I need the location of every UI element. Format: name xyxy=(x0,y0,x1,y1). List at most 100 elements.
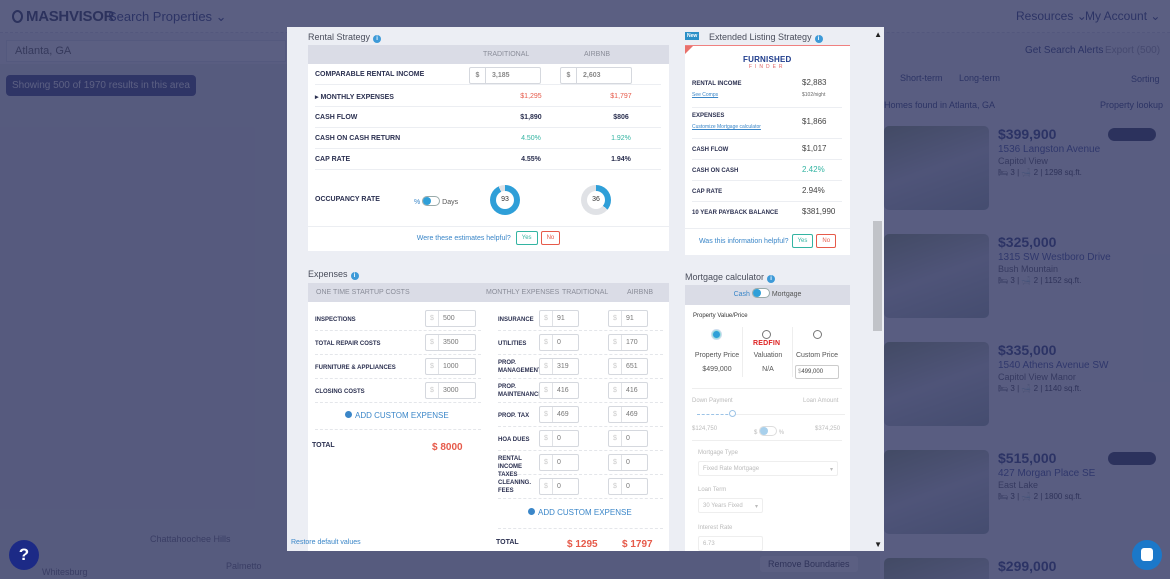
row-monthly-expenses[interactable]: ▸ MONTHLY EXPENSES $1,295 $1,797 xyxy=(315,86,661,107)
hoa-airbnb-input[interactable]: $0 xyxy=(608,430,648,447)
property-price-radio[interactable] xyxy=(712,330,721,339)
dollar-icon: $ xyxy=(540,455,553,470)
add-startup-expense-button[interactable]: ADD CUSTOM EXPENSE xyxy=(345,411,449,420)
prop-tax-airbnb-input[interactable]: $469 xyxy=(608,406,648,423)
custom-price-radio[interactable] xyxy=(813,330,822,339)
monthly-row-cleaning: CLEANING. FEES $0 $0 xyxy=(498,475,663,499)
row-cash-flow: CASH FLOW $1,890 $806 xyxy=(315,107,661,128)
info-icon[interactable]: i xyxy=(767,275,776,283)
info-icon[interactable]: i xyxy=(814,35,823,43)
row-label: PROP. TAX xyxy=(498,413,530,419)
repair-costs-input[interactable]: $3500 xyxy=(425,334,476,351)
row-label: PROP. MAINTENANCE xyxy=(498,384,543,398)
property-price-value: $499,000 xyxy=(702,366,732,373)
input-value: 3,185 xyxy=(492,72,510,79)
toggle-left-label: $ xyxy=(754,430,758,436)
down-payment-slider-handle[interactable] xyxy=(729,410,736,417)
input-value: 416 xyxy=(626,387,638,394)
chat-icon xyxy=(1141,548,1153,561)
down-payment-slider-track[interactable] xyxy=(733,414,845,415)
utilities-airbnb-input[interactable]: $170 xyxy=(608,334,648,351)
expenses-title-text: Expenses xyxy=(308,269,348,279)
prop-tax-traditional-input[interactable]: $469 xyxy=(539,406,579,423)
dollar-percent-toggle[interactable]: $ % xyxy=(754,426,784,436)
valuation-radio[interactable] xyxy=(762,330,771,339)
redfin-logo: REDFIN xyxy=(753,340,781,347)
maintenance-traditional-input[interactable]: $416 xyxy=(539,382,579,399)
toggle-switch[interactable] xyxy=(422,196,441,206)
closing-costs-input[interactable]: $3000 xyxy=(425,382,476,399)
scroll-up-arrow-icon[interactable]: ▲ xyxy=(874,30,882,39)
startup-row-closing: CLOSING COSTS $3000 xyxy=(315,379,481,403)
income-taxes-airbnb-input[interactable]: $0 xyxy=(608,454,648,471)
mortgage-calculator-link[interactable]: Mortgage calculator xyxy=(717,124,761,130)
row-label[interactable]: ▸ MONTHLY EXPENSES xyxy=(315,94,394,101)
donut-value: 93 xyxy=(496,191,514,209)
plus-circle-icon xyxy=(345,411,352,418)
el-row-cash-flow: CASH FLOW $1,017 xyxy=(692,139,842,160)
input-value: 0 xyxy=(626,459,630,466)
row-label: CASH ON CASH xyxy=(692,168,739,174)
row-label: EXPENSES xyxy=(692,113,725,119)
property-price-label: Property Price xyxy=(694,352,740,359)
scrollbar-thumb[interactable] xyxy=(873,221,882,331)
loan-term-select[interactable]: 30 Years Fixed ▾ xyxy=(698,498,763,513)
monthly-row-insurance: INSURANCE $91 $91 xyxy=(498,307,663,331)
airbnb-value: $806 xyxy=(613,114,629,121)
custom-price-input[interactable]: $499,000 xyxy=(795,365,839,379)
cleaning-traditional-input[interactable]: $0 xyxy=(539,478,579,495)
add-monthly-expense-button[interactable]: ADD CUSTOM EXPENSE xyxy=(528,508,632,517)
feedback-yes-button[interactable]: Yes xyxy=(791,234,814,249)
divider xyxy=(498,528,663,529)
utilities-traditional-input[interactable]: $0 xyxy=(539,334,579,351)
row-label: TOTAL REPAIR COSTS xyxy=(315,341,381,347)
restore-defaults-link[interactable]: Restore default values xyxy=(291,539,361,546)
occupancy-unit-toggle[interactable]: % Days xyxy=(414,196,458,206)
see-comps-link[interactable]: See Comps xyxy=(692,92,719,98)
scroll-down-arrow-icon[interactable]: ▼ xyxy=(874,540,882,549)
row-label: UTILITIES xyxy=(498,341,527,347)
select-value: Fixed Rate Mortgage xyxy=(703,466,760,472)
feedback-no-button[interactable]: No xyxy=(540,231,561,246)
dollar-icon: $ xyxy=(540,431,553,446)
col-airbnb: AIRBNB xyxy=(584,51,611,58)
input-value: 91 xyxy=(626,315,634,322)
toggle-knob xyxy=(423,197,432,205)
dollar-icon: $ xyxy=(426,383,439,398)
down-payment-value: $124,750 xyxy=(692,426,718,432)
income-taxes-traditional-input[interactable]: $0 xyxy=(539,454,579,471)
add-expense-label: ADD CUSTOM EXPENSE xyxy=(355,411,449,420)
management-traditional-input[interactable]: $319 xyxy=(539,358,579,375)
input-value: 2,603 xyxy=(583,72,601,79)
cash-mortgage-toggle[interactable]: Cash Mortgage xyxy=(685,285,850,305)
mortgage-type-select[interactable]: Fixed Rate Mortgage ▾ xyxy=(698,461,838,476)
management-airbnb-input[interactable]: $651 xyxy=(608,358,648,375)
info-icon[interactable]: i xyxy=(373,35,382,43)
furniture-input[interactable]: $1000 xyxy=(425,358,476,375)
help-button[interactable]: ? xyxy=(9,540,39,570)
info-icon[interactable]: i xyxy=(350,272,359,280)
inspections-input[interactable]: $500 xyxy=(425,310,476,327)
interest-rate-input[interactable]: 6.73 xyxy=(698,536,763,551)
traditional-rental-income-input[interactable]: $3,185 xyxy=(469,67,541,84)
feedback-yes-button[interactable]: Yes xyxy=(515,231,538,246)
row-label: RENTAL INCOME TAXES xyxy=(498,456,522,478)
cleaning-airbnb-input[interactable]: $0 xyxy=(608,478,648,495)
monthly-total-traditional: $ 1295 xyxy=(567,539,598,550)
chat-button[interactable] xyxy=(1132,540,1162,570)
customize-link[interactable]: Customize xyxy=(692,124,716,130)
dollar-icon: $ xyxy=(540,383,553,398)
maintenance-airbnb-input[interactable]: $416 xyxy=(608,382,648,399)
feedback-no-button[interactable]: No xyxy=(816,234,837,249)
dollar-icon: $ xyxy=(540,335,553,350)
hoa-traditional-input[interactable]: $0 xyxy=(539,430,579,447)
toggle-switch[interactable] xyxy=(759,426,778,436)
toggle-switch[interactable] xyxy=(751,288,770,298)
modal-scrollbar[interactable]: ▲ ▼ xyxy=(871,27,884,551)
input-value: 416 xyxy=(557,387,569,394)
toggle-knob xyxy=(760,427,769,435)
insurance-traditional-input[interactable]: $91 xyxy=(539,310,579,327)
startup-row-inspections: INSPECTIONS $500 xyxy=(315,307,481,331)
insurance-airbnb-input[interactable]: $91 xyxy=(608,310,648,327)
airbnb-rental-income-input[interactable]: $2,603 xyxy=(560,67,632,84)
